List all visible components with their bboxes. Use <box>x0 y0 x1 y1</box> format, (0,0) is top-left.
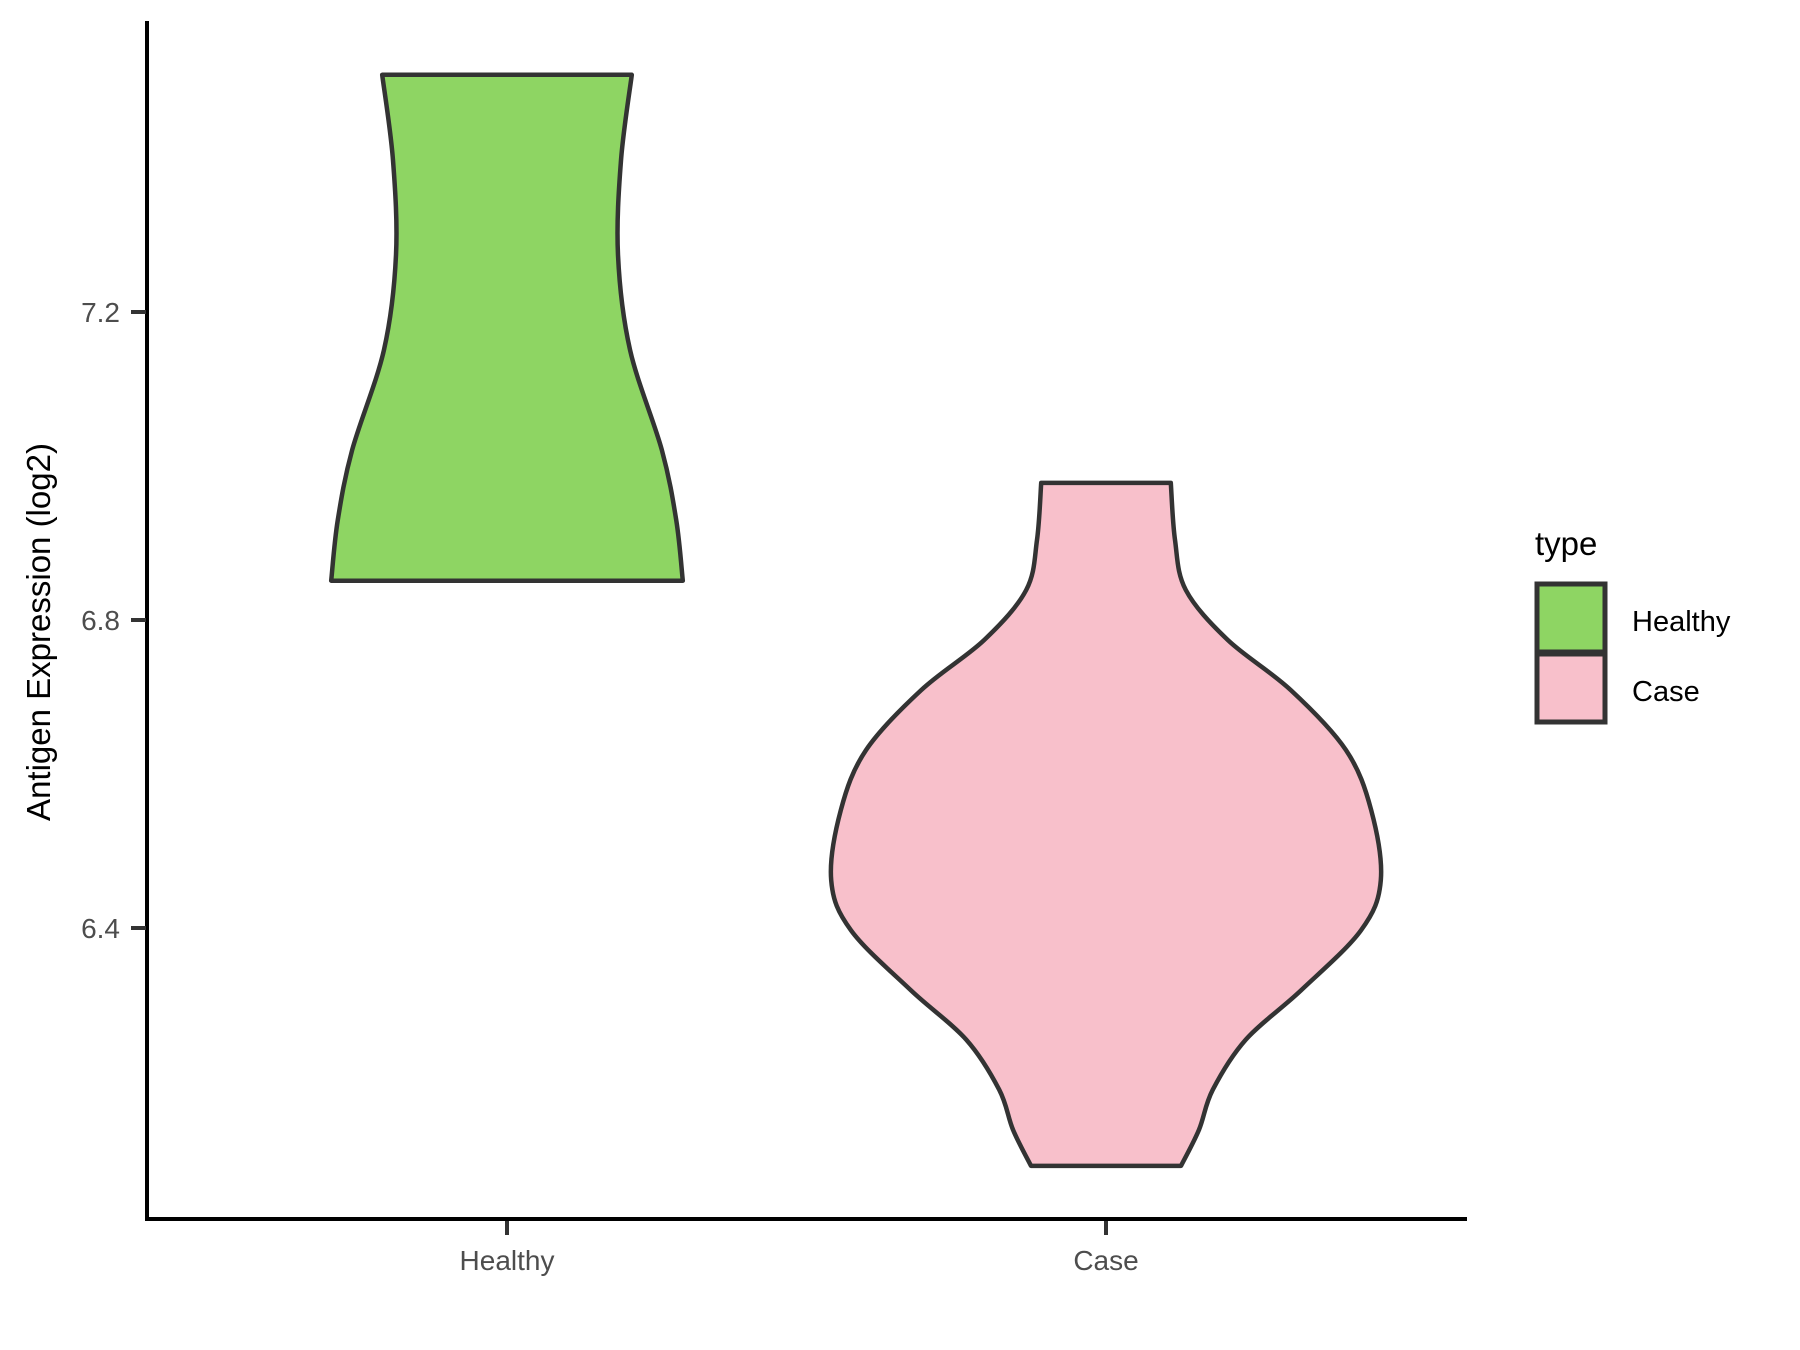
legend-swatch-healthy <box>1534 581 1608 655</box>
legend-title: type <box>1535 525 1597 562</box>
legend-swatch-case <box>1534 651 1608 725</box>
y-tick-label-6.4: 6.4 <box>81 913 120 944</box>
y-tick-label-6.8: 6.8 <box>81 605 120 636</box>
x-tick-label-case: Case <box>1073 1245 1138 1276</box>
x-tick-label-healthy: Healthy <box>460 1245 555 1276</box>
violin-healthy <box>328 72 686 583</box>
legend-label-healthy: Healthy <box>1632 606 1731 638</box>
y-axis-title: Antigen Expression (log2) <box>20 443 57 821</box>
y-tick-label-7.2: 7.2 <box>81 297 120 328</box>
legend: type Healthy Case <box>1534 525 1731 725</box>
violin-layer <box>328 72 1384 1169</box>
legend-label-case: Case <box>1632 676 1700 708</box>
violin-case <box>828 480 1384 1169</box>
